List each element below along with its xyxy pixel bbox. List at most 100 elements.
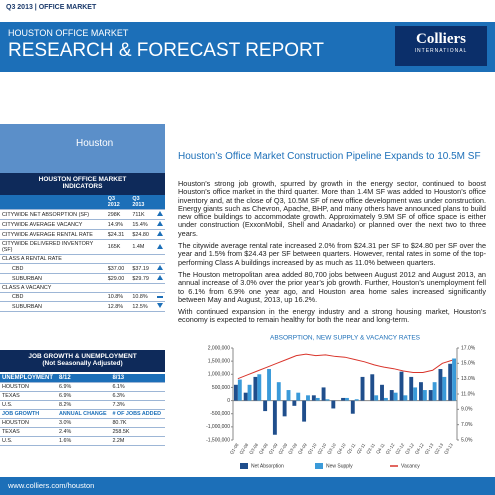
value: 15.4% <box>130 219 155 230</box>
jobs-row: JOB GROWTH ANNUAL CHANGE # OF JOBS ADDED <box>0 409 165 419</box>
bar <box>321 387 326 401</box>
legend-swatch <box>315 463 323 469</box>
bar <box>311 395 316 401</box>
x-tick-label: Q1-13 <box>423 442 434 455</box>
trend <box>154 273 165 284</box>
issue: Q3 2013 | OFFICE MARKET <box>6 4 97 11</box>
bar <box>243 392 248 401</box>
row-label: CLASS A VACANCY <box>0 283 165 293</box>
cell: 80.7K <box>110 418 165 428</box>
cell: UNEMPLOYMENT <box>0 374 58 383</box>
cell <box>0 195 106 210</box>
bar <box>315 397 320 401</box>
indicators-title: HOUSTON OFFICE MARKET INDICATORS <box>0 173 165 195</box>
bar <box>306 395 310 401</box>
paragraph: With continued expansion in the energy i… <box>178 307 486 325</box>
value: $37.00 <box>105 263 131 274</box>
indicator-row: CITYWIDE AVERAGE VACANCY 14.9% 15.4% <box>0 219 165 230</box>
cell: HOUSTON <box>0 418 58 428</box>
jobs-row: UNEMPLOYMENT 8/12 8/13 <box>0 374 165 383</box>
bar <box>233 384 238 401</box>
bar <box>341 397 345 401</box>
bar <box>380 384 384 401</box>
indicator-row: CLASS A VACANCY <box>0 283 165 293</box>
x-tick-label: Q2-12 <box>394 442 405 455</box>
y-tick-label: 1,500,000 <box>208 358 230 364</box>
indicators-title-text: HOUSTON OFFICE MARKET INDICATORS <box>38 176 127 190</box>
trend-arrow <box>156 265 163 270</box>
indicator-row: SUBURBAN $29.00 $29.79 <box>0 273 165 284</box>
cell: HOUSTON <box>0 382 58 392</box>
column-header: Q3 2012 Q3 2013 <box>0 195 165 210</box>
value: 12.8% <box>105 301 131 312</box>
row-label: CITYWIDE AVERAGE RENTAL RATE <box>0 229 106 240</box>
jobs-row: HOUSTON 3.0% 80.7K <box>0 418 165 428</box>
trend-arrow <box>156 221 163 226</box>
jobs-row: U.S. 8.2% 7.3% <box>0 400 165 410</box>
x-tick-label: Q1-08 <box>229 442 240 455</box>
x-tick-label: Q1-11 <box>346 442 357 455</box>
x-tick-label: Q2-11 <box>355 442 366 455</box>
cell: # OF JOBS ADDED <box>110 409 165 419</box>
indicator-row: CITYWIDE NET ABSORPTION (SF) 298K 711K <box>0 209 165 220</box>
y2-tick-label: 5.0% <box>461 437 473 443</box>
logo-sub: INTERNATIONAL <box>414 48 468 54</box>
cell: 258.5K <box>110 427 165 437</box>
bar <box>282 400 287 417</box>
paragraph: The citywide average rental rate increas… <box>178 241 486 267</box>
bar <box>354 399 359 401</box>
x-tick-label: Q4-09 <box>297 442 308 455</box>
bar <box>370 374 375 401</box>
row-label: CITYWIDE NET ABSORPTION (SF) <box>0 209 106 220</box>
y-tick-label: -1,000,000 <box>206 424 230 430</box>
y2-tick-label: 11.0% <box>461 391 475 397</box>
jobs-row: TEXAS 6.9% 6.3% <box>0 391 165 401</box>
value: 298K <box>105 209 131 220</box>
trend <box>154 239 165 255</box>
x-tick-label: Q3-10 <box>326 442 337 455</box>
cell: 6.9% <box>57 382 111 392</box>
x-tick-label: Q1-09 <box>268 442 279 455</box>
bar <box>237 379 242 401</box>
bar <box>432 382 437 401</box>
x-tick-label: Q3-12 <box>404 442 415 455</box>
jobs-table: UNEMPLOYMENT 8/12 8/13 HOUSTON 6.9% 6.1% TEXAS… <box>0 374 165 446</box>
value: $24.80 <box>130 229 155 240</box>
cell: TEXAS <box>0 391 58 401</box>
logo-text: Colliers <box>416 31 466 47</box>
bar <box>350 400 355 414</box>
x-tick-label: Q1-10 <box>307 442 318 455</box>
bar <box>272 400 277 435</box>
y2-tick-label: 13.0% <box>461 376 476 382</box>
bar <box>263 400 268 412</box>
row-label: SUBURBAN <box>0 301 106 312</box>
x-tick-label: Q3-11 <box>365 442 376 455</box>
bar <box>325 399 330 401</box>
row-label: CBD <box>0 263 106 274</box>
y2-tick-label: 7.0% <box>461 422 473 428</box>
bar <box>360 376 365 401</box>
y2-tick-label: 9.0% <box>461 407 473 413</box>
bar <box>383 397 388 401</box>
x-tick-label: Q3-09 <box>287 442 298 455</box>
kicker: HOUSTON OFFICE MARKET <box>8 28 129 38</box>
x-tick-label: Q2-08 <box>238 442 249 455</box>
jobs-row: HOUSTON 6.9% 6.1% <box>0 382 165 392</box>
column-label: Q3 2012 <box>105 195 131 210</box>
cell: 2.4% <box>57 427 111 437</box>
map-label: Houston <box>76 138 114 149</box>
bar <box>403 395 408 401</box>
headline: Houston’s Office Market Construction Pip… <box>178 151 481 162</box>
trend <box>154 301 165 312</box>
value: 1.4M <box>130 239 155 255</box>
legend-label: Vacancy <box>401 463 420 469</box>
cell: 2.2M <box>110 436 165 446</box>
y-tick-label: -500,000 <box>210 411 230 417</box>
legend-swatch <box>240 463 248 469</box>
trend <box>154 219 165 230</box>
bar <box>399 371 404 401</box>
trend-arrow <box>156 211 163 216</box>
y-tick-label: 2,000,000 <box>208 345 230 351</box>
x-tick-label: Q4-12 <box>414 442 425 455</box>
trend-arrow <box>156 303 163 308</box>
